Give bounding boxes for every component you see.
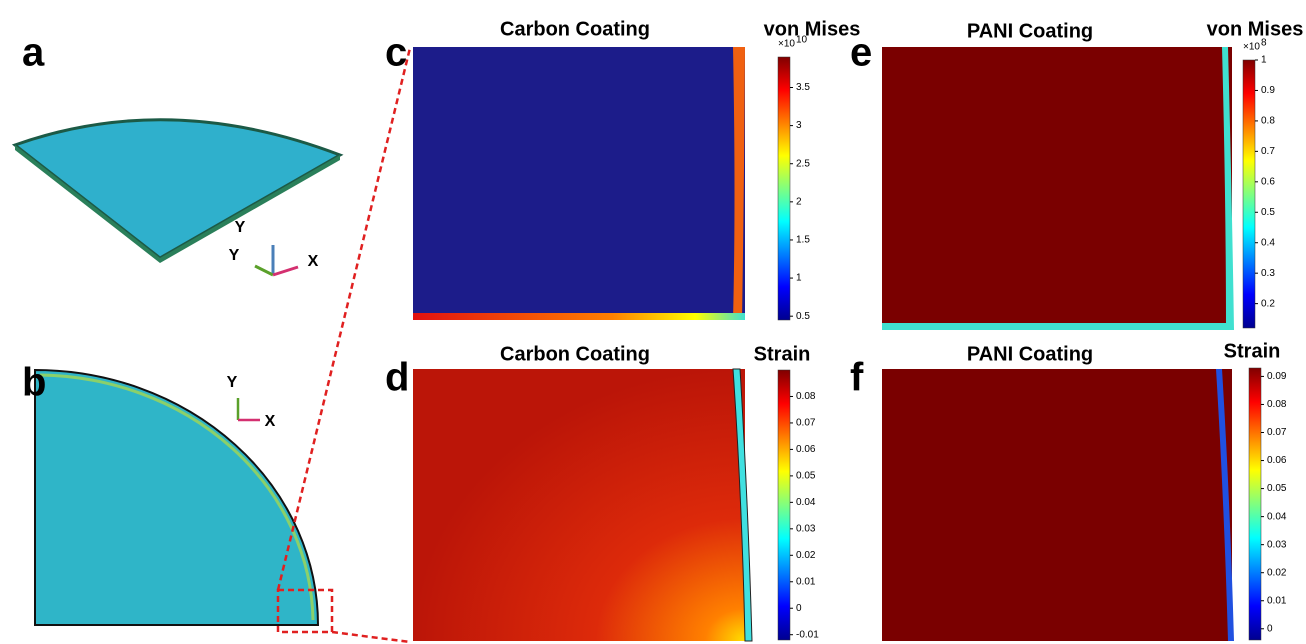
colorbar-tick-label: 0.01 [796,576,816,587]
colorbar-tick-label: 0.03 [1267,539,1287,550]
strain-map [882,369,1232,641]
colorbar-tick-label: 0 [796,603,802,614]
axis-label: Y [227,374,238,391]
colorbar-tick-label: -0.01 [796,629,819,640]
panel-label: f [850,356,864,400]
colorbar [778,370,790,640]
colorbar-tick-label: 0.01 [1267,595,1287,606]
colorbar-tick-label: 0.8 [1261,116,1275,127]
colorbar [778,57,790,320]
colorbar [1249,368,1261,640]
colorbar-tick-label: 0.5 [1261,207,1275,218]
panel-label: b [22,361,46,405]
coating-strip [413,313,745,320]
colorbar-tick-label: 3.5 [796,82,810,93]
colorbar-tick-label: 0.4 [1261,237,1275,248]
colorbar-title: Strain [754,343,811,365]
colorbar-tick-label: 0.02 [1267,567,1287,578]
figure: abcdefYYXYXCarbon Coatingvon Mises×10100… [0,0,1306,644]
page: abcdefYYXYXCarbon Coatingvon Mises×10100… [0,0,1306,644]
colorbar-tick-label: 1 [1261,55,1267,66]
colorbar-tick-label: 2 [796,196,802,207]
colorbar-tick-label: 1.5 [796,235,810,246]
axis-label: Y [229,247,240,264]
colorbar-tick-label: 0.04 [1267,511,1287,522]
colorbar-title: Strain [1224,340,1281,362]
panel-title: Carbon Coating [500,18,650,40]
panel-label: d [385,356,409,400]
colorbar-tick-label: 0.6 [1261,176,1275,187]
sector-3d [15,120,340,258]
colorbar-tick-label: 0.05 [796,471,816,482]
axis-label: Y [235,219,246,236]
axis-label: X [265,413,276,430]
colorbar-tick-label: 0.7 [1261,146,1275,157]
colorbar-tick-label: 0.09 [1267,371,1287,382]
colorbar-tick-label: 0.08 [796,391,816,402]
colorbar-tick-label: 0.02 [796,550,816,561]
panel-label: c [385,31,407,75]
panel-title: PANI Coating [967,20,1093,42]
colorbar-multiplier: ×10 [1243,42,1260,53]
colorbar-tick-label: 0.07 [796,418,816,429]
colorbar-tick-label: 0.08 [1267,399,1287,410]
colorbar-title: von Mises [764,18,861,40]
colorbar-tick-label: 0.5 [796,311,810,322]
colorbar-multiplier: ×10 [778,39,795,50]
colorbar-tick-label: 0.07 [1267,427,1287,438]
colorbar-exponent: 10 [796,35,808,46]
colorbar-tick-label: 0.3 [1261,268,1275,279]
colorbar-tick-label: 3 [796,120,802,131]
zoom-line [278,48,410,590]
colorbar-tick-label: 2.5 [796,158,810,169]
zoom-line [332,632,410,642]
coating-strip [882,323,1232,330]
colorbar-tick-label: 0.06 [796,444,816,455]
stress-map [882,47,1232,330]
colorbar-exponent: 8 [1261,38,1267,49]
colorbar-tick-label: 0.04 [796,497,816,508]
axis-label: X [308,253,319,270]
axis-triad [255,245,298,275]
panel-title: Carbon Coating [500,343,650,365]
colorbar [1243,60,1255,328]
colorbar-tick-label: 0.05 [1267,483,1287,494]
colorbar-tick-label: 0.03 [796,523,816,534]
stress-map [413,47,745,320]
colorbar-title: von Mises [1207,18,1304,40]
panel-label: a [22,31,45,75]
colorbar-tick-label: 1 [796,273,802,284]
colorbar-tick-label: 0.2 [1261,298,1275,309]
panel-title: PANI Coating [967,343,1093,365]
axis-pair [238,398,260,420]
colorbar-tick-label: 0 [1267,623,1273,634]
colorbar-tick-label: 0.06 [1267,455,1287,466]
strain-map [413,369,745,641]
colorbar-tick-label: 0.9 [1261,85,1275,96]
